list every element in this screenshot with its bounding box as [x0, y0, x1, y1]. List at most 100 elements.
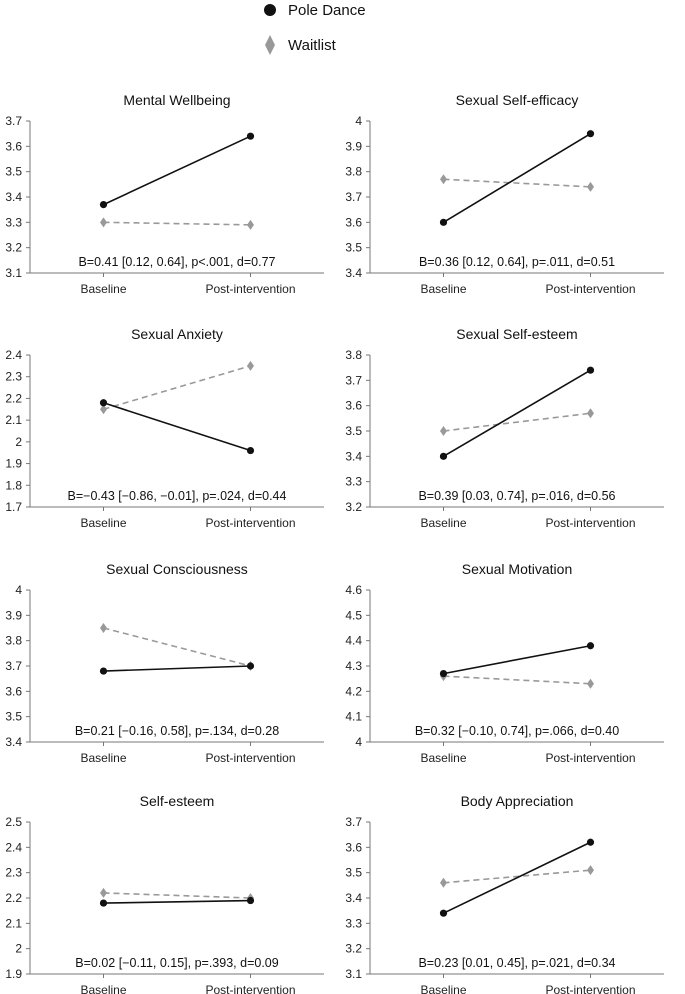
waitlist-line: [443, 412, 591, 432]
y-tick-label: 3.7: [345, 815, 362, 829]
y-tick-label: 3.7: [5, 114, 22, 128]
pole-dance-point: [246, 446, 255, 455]
waitlist-point: [587, 181, 594, 192]
pole-dance-point: [99, 201, 108, 209]
y-tick-label: 2: [15, 435, 22, 449]
y-tick-label: 3.5: [5, 165, 22, 179]
pole-dance-line: [103, 135, 251, 206]
y-tick-label: 2.1: [5, 916, 22, 930]
y-tick-label: 3.4: [345, 266, 362, 280]
y-tick-label: 2.3: [5, 370, 22, 384]
legend: Pole Dance Waitlist: [260, 0, 460, 62]
y-tick-label: 3.6: [5, 139, 22, 153]
pole-dance-line: [103, 665, 251, 672]
x-tick-label: Post-intervention: [545, 983, 635, 994]
x-tick-label: Baseline: [420, 282, 466, 296]
chart-panel: Mental Wellbeing 3.1 3.2 3.3 3.4 3.5 3.6 3.7 Bas…: [5, 92, 324, 296]
pole-dance-point: [586, 642, 595, 650]
x-tick-label: Post-intervention: [545, 516, 635, 530]
waitlist-line: [103, 365, 251, 411]
chart-title: Sexual Self-esteem: [456, 326, 577, 342]
y-tick-label: 3.3: [345, 916, 362, 930]
y-tick-label: 2.2: [5, 891, 22, 905]
waitlist-point: [100, 623, 107, 633]
x-tick-label: Post-intervention: [545, 282, 635, 296]
y-tick-label: 3.3: [5, 215, 22, 229]
chart-title: Sexual Motivation: [462, 561, 573, 577]
pole-dance-point: [439, 909, 448, 917]
stats-annotation: B=0.32 [−0.10, 0.74], p=.066, d=0.40: [415, 724, 619, 738]
chart-title: Mental Wellbeing: [123, 92, 230, 108]
y-tick-label: 4.5: [345, 608, 362, 622]
waitlist-line: [443, 178, 591, 188]
chart-title: Self-esteem: [140, 793, 215, 809]
pole-dance-point: [586, 838, 595, 846]
waitlist-point: [587, 678, 594, 689]
y-tick-label: 3.8: [345, 348, 362, 362]
waitlist-point: [440, 174, 447, 185]
legend-item-waitlist: Waitlist: [260, 34, 336, 56]
waitlist-line: [443, 869, 591, 884]
x-tick-label: Baseline: [420, 983, 466, 994]
y-tick-label: 3.4: [345, 449, 362, 463]
pole-dance-point: [99, 399, 108, 407]
y-tick-label: 3.5: [345, 866, 362, 880]
pole-dance-point: [439, 452, 448, 460]
stats-annotation: B=0.41 [0.12, 0.64], p<.001, d=0.77: [78, 255, 275, 269]
stats-annotation: B=0.23 [0.01, 0.45], p=.021, d=0.34: [418, 956, 615, 970]
y-tick-label: 3.2: [345, 500, 362, 514]
y-tick-label: 3.6: [5, 684, 22, 698]
y-tick-label: 3.5: [345, 424, 362, 438]
chart-panel: Body Appreciation 3.1 3.2 3.3 3.4 3.5 3.6 3.7 Ba…: [345, 793, 664, 994]
y-tick-label: 2.4: [5, 348, 22, 362]
y-tick-label: 3.8: [5, 634, 22, 648]
waitlist-line: [443, 675, 591, 685]
y-tick-label: 3.4: [5, 190, 22, 204]
y-tick-label: 4.4: [345, 634, 362, 648]
pole-dance-point: [246, 132, 255, 140]
chart-panel: Sexual Anxiety 1.7 1.8 1.9 2 2.1 2.2 2.3 2.4 Base…: [5, 326, 324, 530]
pole-dance-line: [103, 899, 251, 904]
y-tick-label: 1.9: [5, 457, 22, 471]
waitlist-point: [440, 877, 447, 888]
stats-annotation: B=−0.43 [−0.86, −0.01], p=.024, d=0.44: [68, 489, 287, 503]
y-tick-label: 3.9: [345, 139, 362, 153]
chart-panel: Sexual Consciousness 3.4 3.5 3.6 3.7 3.8 3.9 4 B…: [5, 561, 324, 765]
chart-title: Sexual Self-efficacy: [456, 92, 579, 108]
y-tick-label: 4.2: [345, 684, 362, 698]
pole-dance-point: [439, 670, 448, 678]
y-tick-label: 3.9: [5, 608, 22, 622]
pole-dance-line: [443, 841, 591, 914]
pole-dance-point: [99, 899, 108, 907]
y-tick-label: 3.4: [345, 891, 362, 905]
x-tick-label: Post-intervention: [205, 983, 295, 994]
waitlist-point: [587, 408, 594, 419]
x-tick-label: Post-intervention: [545, 751, 635, 765]
x-tick-label: Post-intervention: [205, 751, 295, 765]
chart-panel: Sexual Self-esteem 3.2 3.3 3.4 3.5 3.6 3.7 3.8 B…: [345, 326, 664, 530]
chart-panel: Sexual Self-efficacy 3.4 3.5 3.6 3.7 3.8 3.9 4 B…: [345, 92, 664, 296]
chart-title: Body Appreciation: [461, 793, 574, 809]
y-tick-label: 4.1: [345, 710, 362, 724]
y-tick-label: 3.2: [5, 241, 22, 255]
pole-dance-line: [443, 369, 591, 458]
stats-annotation: B=0.36 [0.12, 0.64], p=.011, d=0.51: [419, 255, 615, 269]
waitlist-line: [103, 627, 251, 667]
circle-marker-icon: [264, 4, 276, 16]
y-tick-label: 1.7: [5, 500, 22, 514]
y-tick-label: 4.3: [345, 659, 362, 673]
pole-dance-point: [246, 896, 255, 905]
stats-annotation: B=0.02 [−0.11, 0.15], p=.393, d=0.09: [75, 956, 278, 970]
y-tick-label: 3.1: [5, 266, 22, 280]
waitlist-point: [100, 887, 107, 898]
waitlist-line: [103, 892, 251, 899]
y-tick-label: 4: [355, 114, 362, 128]
y-tick-label: 2.2: [5, 391, 22, 405]
x-tick-label: Baseline: [80, 751, 126, 765]
waitlist-point: [440, 426, 447, 436]
y-tick-label: 3.6: [345, 840, 362, 854]
y-tick-label: 2.4: [5, 840, 22, 854]
x-tick-label: Baseline: [80, 282, 126, 296]
y-tick-label: 3.7: [345, 190, 362, 204]
legend-label: Waitlist: [288, 36, 336, 54]
